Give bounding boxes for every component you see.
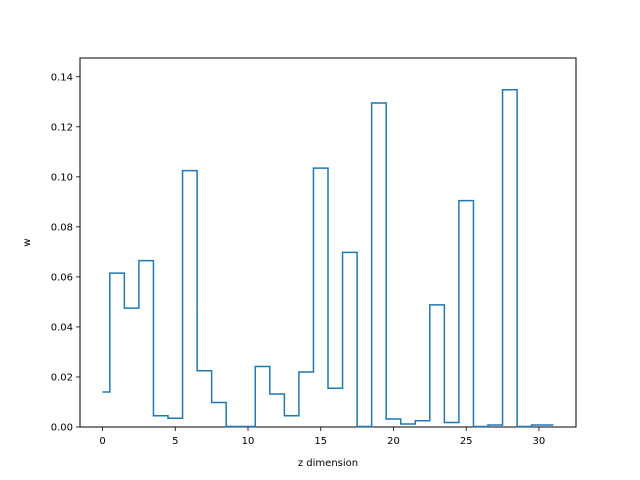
x-tick-label: 25 — [460, 436, 473, 447]
y-tick-label: 0.02 — [51, 372, 73, 383]
x-axis-label: z dimension — [298, 458, 358, 469]
x-tick-label: 10 — [242, 436, 255, 447]
x-tick-label: 5 — [172, 436, 178, 447]
y-axis-label: w — [22, 238, 33, 246]
x-tick-label: 0 — [99, 436, 105, 447]
x-tick-label: 20 — [387, 436, 400, 447]
y-tick-label: 0.04 — [51, 322, 73, 333]
y-tick-label: 0.10 — [51, 172, 73, 183]
y-tick-label: 0.12 — [51, 122, 73, 133]
x-tick-label: 15 — [314, 436, 327, 447]
step-series — [102, 89, 554, 428]
y-tick-label: 0.06 — [51, 272, 73, 283]
x-tick-label: 30 — [533, 436, 546, 447]
y-tick-label: 0.14 — [51, 72, 73, 83]
x-axis: 0 5 10 15 20 25 30 — [99, 427, 545, 447]
y-axis: 0.00 0.02 0.04 0.06 0.08 0.10 0.12 0.14 — [51, 72, 80, 434]
plot-frame — [79, 57, 577, 428]
y-tick-label: 0.08 — [51, 222, 73, 233]
step-line — [102, 89, 554, 428]
y-tick-label: 0.00 — [51, 423, 73, 434]
